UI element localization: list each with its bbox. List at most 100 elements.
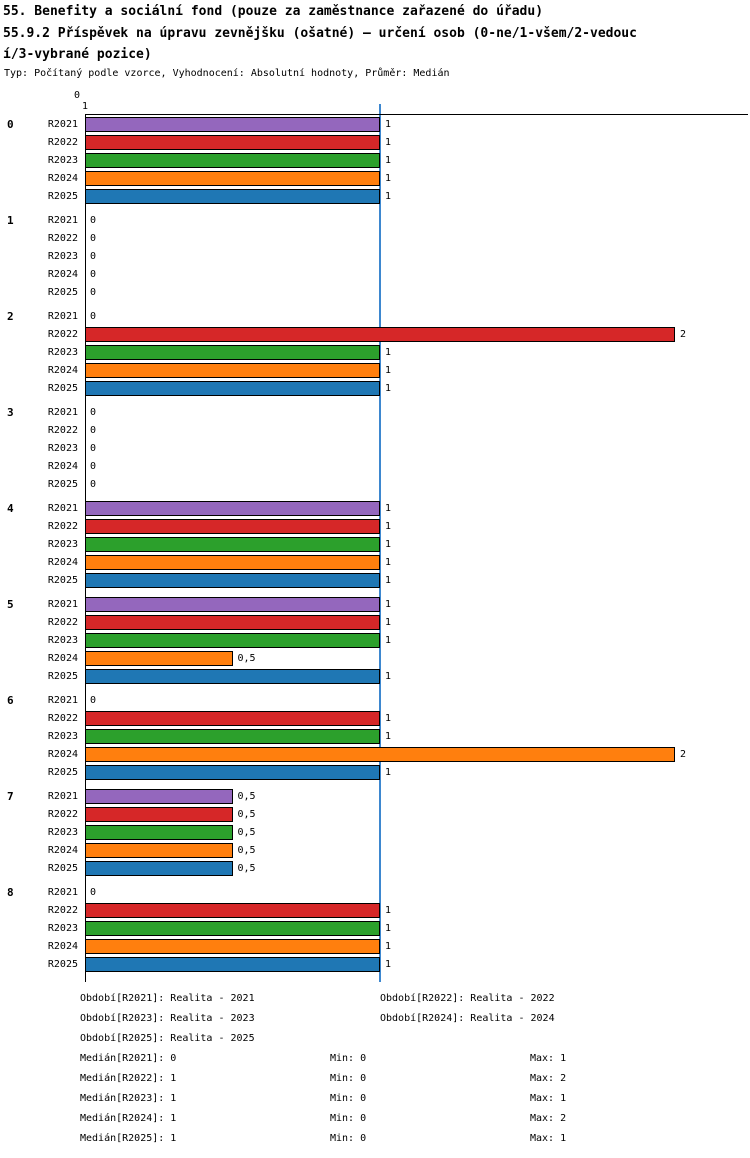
bar-value-label: 0 [90, 407, 97, 418]
series-label-R2021: R2021 [47, 791, 78, 802]
axis-tick-label-min: 0 [74, 90, 81, 101]
bar-4-R2024 [85, 555, 380, 570]
bar-value-label: 0,5 [237, 827, 256, 838]
bar-7-R2024 [85, 843, 233, 858]
bar-4-R2025 [85, 573, 380, 588]
series-label-R2022: R2022 [47, 905, 78, 916]
series-label-R2023: R2023 [47, 443, 78, 454]
series-label-R2023: R2023 [47, 251, 78, 262]
chart-subtitle-line2: í/3-vybrané pozice) [3, 47, 152, 62]
bar-value-label: 0 [90, 443, 97, 454]
bar-value-label: 1 [385, 905, 392, 916]
legend-period-2: Období[R2022]: Realita - 2022 [380, 993, 555, 1004]
bar-value-label: 1 [385, 503, 392, 514]
series-label-R2021: R2021 [47, 599, 78, 610]
series-label-R2022: R2022 [47, 329, 78, 340]
bar-0-R2021 [85, 117, 380, 132]
legend-median-4: Medián[R2024]: 1 [80, 1113, 177, 1124]
bar-0-R2022 [85, 135, 380, 150]
group-label-5: 5 [7, 598, 14, 611]
group-label-2: 2 [7, 310, 14, 323]
bar-value-label: 1 [385, 521, 392, 532]
legend-min-3: Min: 0 [330, 1093, 367, 1104]
bar-0-R2025 [85, 189, 380, 204]
series-label-R2022: R2022 [47, 521, 78, 532]
bar-value-label: 0 [90, 311, 97, 322]
bar-value-label: 0 [90, 287, 97, 298]
legend-median-1: Medián[R2021]: 0 [80, 1053, 177, 1064]
bar-4-R2022 [85, 519, 380, 534]
legend-period-3: Období[R2023]: Realita - 2023 [80, 1013, 255, 1024]
bar-value-label: 0 [90, 425, 97, 436]
series-label-R2022: R2022 [47, 617, 78, 628]
series-label-R2023: R2023 [47, 539, 78, 550]
bar-7-R2025 [85, 861, 233, 876]
bar-value-label: 1 [385, 365, 392, 376]
series-label-R2023: R2023 [47, 731, 78, 742]
series-label-R2021: R2021 [47, 887, 78, 898]
bar-value-label: 1 [385, 767, 392, 778]
bar-value-label: 2 [680, 749, 687, 760]
legend-max-4: Max: 2 [530, 1113, 567, 1124]
legend-max-1: Max: 1 [530, 1053, 567, 1064]
legend-period-4: Období[R2024]: Realita - 2024 [380, 1013, 555, 1024]
bar-7-R2022 [85, 807, 233, 822]
series-label-R2021: R2021 [47, 407, 78, 418]
group-label-0: 0 [7, 118, 14, 131]
legend-median-5: Medián[R2025]: 1 [80, 1133, 177, 1144]
bar-5-R2025 [85, 669, 380, 684]
chart-subtitle-line1: 55.9.2 Příspěvek na úpravu zevnějšku (oš… [3, 26, 637, 41]
series-label-R2024: R2024 [47, 845, 78, 856]
legend-min-1: Min: 0 [330, 1053, 367, 1064]
series-label-R2025: R2025 [47, 959, 78, 970]
series-label-R2021: R2021 [47, 215, 78, 226]
bar-value-label: 1 [385, 173, 392, 184]
legend-max-5: Max: 1 [530, 1133, 567, 1144]
bar-value-label: 0,5 [237, 845, 256, 856]
bar-5-R2022 [85, 615, 380, 630]
bar-8-R2023 [85, 921, 380, 936]
bar-value-label: 1 [385, 383, 392, 394]
bar-value-label: 1 [385, 119, 392, 130]
bar-5-R2021 [85, 597, 380, 612]
bar-value-label: 0 [90, 461, 97, 472]
legend-max-2: Max: 2 [530, 1073, 567, 1084]
series-label-R2025: R2025 [47, 479, 78, 490]
top-axis-line [85, 114, 748, 115]
bar-value-label: 1 [385, 617, 392, 628]
bar-5-R2024 [85, 651, 233, 666]
axis-tick-label-ref: 1 [82, 101, 89, 112]
bar-8-R2022 [85, 903, 380, 918]
bar-7-R2023 [85, 825, 233, 840]
bar-value-label: 1 [385, 347, 392, 358]
bar-value-label: 0 [90, 215, 97, 226]
bar-6-R2023 [85, 729, 380, 744]
series-label-R2025: R2025 [47, 575, 78, 586]
bar-4-R2023 [85, 537, 380, 552]
series-label-R2024: R2024 [47, 365, 78, 376]
bar-value-label: 0,5 [237, 791, 256, 802]
bar-value-label: 0,5 [237, 809, 256, 820]
series-label-R2024: R2024 [47, 461, 78, 472]
series-label-R2023: R2023 [47, 155, 78, 166]
legend-period-5: Období[R2025]: Realita - 2025 [80, 1033, 255, 1044]
series-label-R2021: R2021 [47, 119, 78, 130]
bar-6-R2024 [85, 747, 675, 762]
bar-value-label: 1 [385, 923, 392, 934]
bar-value-label: 1 [385, 155, 392, 166]
bar-0-R2024 [85, 171, 380, 186]
series-label-R2021: R2021 [47, 695, 78, 706]
series-label-R2022: R2022 [47, 713, 78, 724]
series-label-R2024: R2024 [47, 173, 78, 184]
legend-median-2: Medián[R2022]: 1 [80, 1073, 177, 1084]
series-label-R2025: R2025 [47, 287, 78, 298]
bar-value-label: 1 [385, 941, 392, 952]
series-label-R2023: R2023 [47, 635, 78, 646]
bar-6-R2022 [85, 711, 380, 726]
bar-value-label: 0 [90, 479, 97, 490]
bar-value-label: 1 [385, 731, 392, 742]
bar-value-label: 1 [385, 191, 392, 202]
bar-value-label: 1 [385, 137, 392, 148]
bar-value-label: 1 [385, 557, 392, 568]
bar-value-label: 0 [90, 251, 97, 262]
